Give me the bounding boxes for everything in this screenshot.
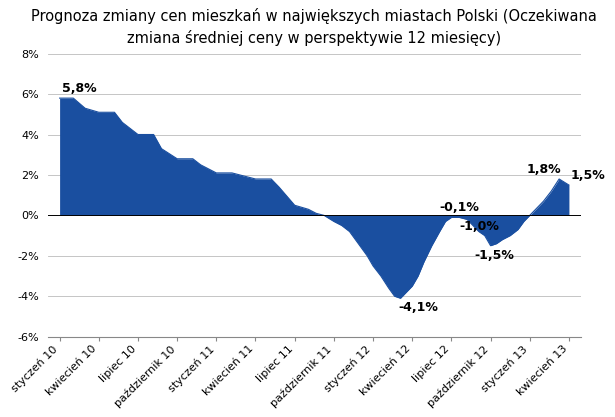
Text: -1,0%: -1,0% bbox=[459, 220, 499, 233]
Text: 1,5%: 1,5% bbox=[571, 169, 606, 182]
Text: -4,1%: -4,1% bbox=[398, 301, 438, 314]
Text: 5,8%: 5,8% bbox=[62, 82, 96, 95]
Title: Prognoza zmiany cen mieszkań w największych miastach Polski (Oczekiwana
zmiana ś: Prognoza zmiany cen mieszkań w największ… bbox=[31, 8, 597, 45]
Text: -0,1%: -0,1% bbox=[439, 201, 479, 214]
Text: -1,5%: -1,5% bbox=[475, 249, 514, 262]
Text: 1,8%: 1,8% bbox=[526, 163, 561, 176]
